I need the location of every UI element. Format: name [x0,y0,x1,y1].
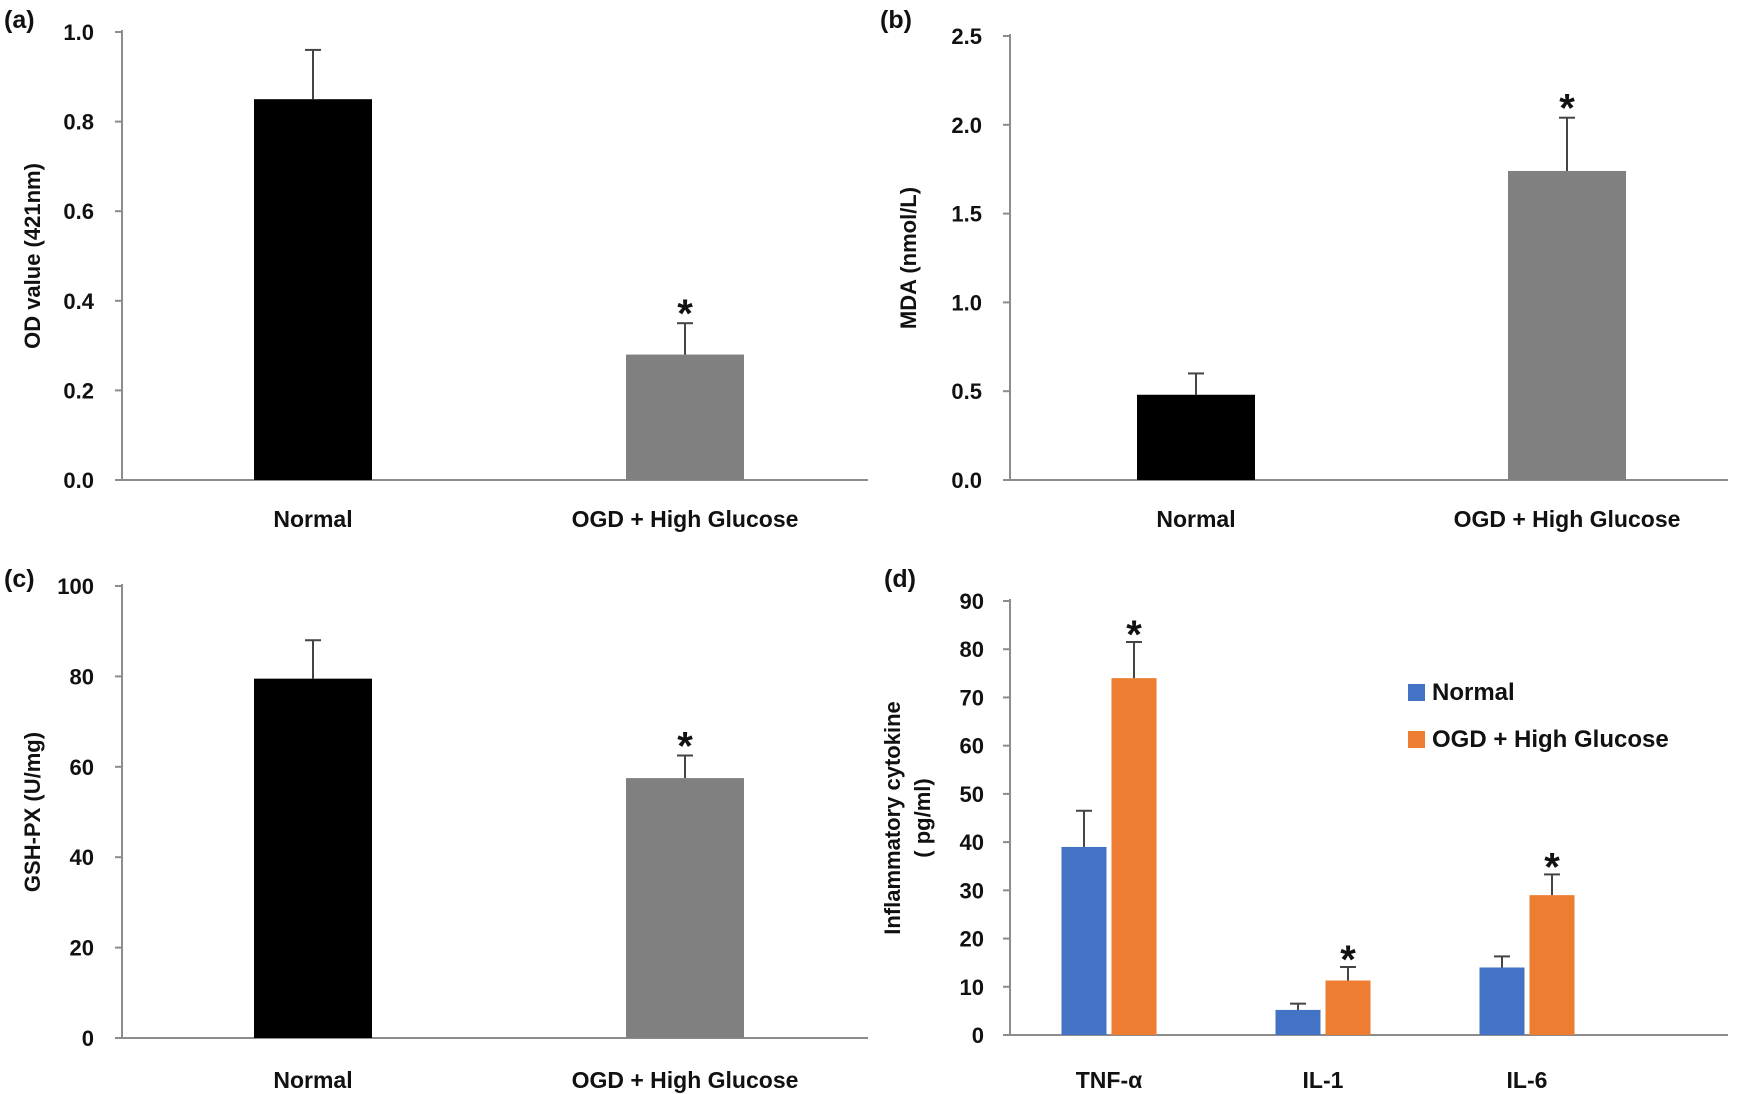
significance-marker: * [677,292,693,336]
bar [254,678,372,1038]
panel-a-chart: (a) 0.0 0.2 0.4 0.6 0.8 1.0 OD value (421nm) No… [4,6,868,532]
x-category-label: OGD + High Glucose [572,1067,799,1093]
y-tick-label: 0 [972,1023,984,1048]
y-axis-title: OD value (421nm) [20,163,45,349]
significance-marker: * [677,725,693,769]
bar [626,354,744,480]
y-tick-label: 50 [960,782,984,807]
y-axis-title-line: Inflammatory cytokine [880,701,905,935]
significance-marker: * [1340,938,1356,982]
y-axis-title: MDA (nmol/L) [896,187,921,329]
y-tick-label: 70 [960,685,984,710]
y-tick-label: 60 [70,755,94,780]
x-category-label: Normal [273,1067,352,1093]
x-category-label: IL-1 [1303,1067,1344,1093]
y-axis-title-line: ( pg/ml) [910,778,935,857]
y-tick-label: 10 [960,975,984,1000]
y-tick-label: 0.5 [951,379,982,404]
y-tick-label: 2.5 [951,24,982,49]
x-category-label: Normal [1156,506,1235,532]
y-tick-label: 0.6 [63,199,94,224]
panel-c-chart: (c) 0 20 40 60 80 100 GSH-PX (U/mg) Normal OGD +… [4,565,868,1093]
y-tick-label: 90 [960,589,984,614]
bar [1111,678,1157,1035]
y-tick-label: 80 [960,637,984,662]
bar [1061,846,1107,1035]
significance-marker: * [1559,87,1575,131]
panel-d-label: (d) [884,565,916,593]
y-tick-label: 0.2 [63,378,94,403]
x-category-label: OGD + High Glucose [572,506,799,532]
y-tick-label: 0.4 [63,289,94,314]
y-tick-label: 80 [70,664,94,689]
significance-marker: * [1544,845,1560,889]
bar [1479,967,1525,1035]
panel-c-label: (c) [4,565,35,593]
bar [1137,394,1255,480]
x-category-label: Normal [273,506,352,532]
y-tick-label: 30 [960,878,984,903]
y-tick-label: 20 [70,936,94,961]
x-category-label: TNF-α [1076,1067,1143,1093]
y-tick-label: 100 [57,574,94,599]
legend-label: OGD + High Glucose [1432,726,1669,753]
panel-b-label: (b) [880,6,912,34]
x-category-label: OGD + High Glucose [1454,506,1681,532]
panel-b-chart: (b) 0.0 0.5 1.0 1.5 2.0 2.5 MDA (nmol/L) Normal… [880,6,1728,532]
y-tick-label: 1.5 [951,202,982,227]
bar [1325,980,1371,1035]
panel-a-label: (a) [4,6,35,34]
x-category-label: IL-6 [1507,1067,1548,1093]
y-tick-label: 60 [960,734,984,759]
y-tick-label: 0.0 [951,468,982,493]
y-axis-title: Inflammatory cytokine( pg/ml) [880,701,935,935]
bar [1529,895,1575,1035]
significance-marker: * [1126,613,1142,657]
y-axis-title: GSH-PX (U/mg) [20,732,45,892]
y-tick-label: 20 [960,927,984,952]
y-tick-label: 0.0 [63,468,94,493]
bar [1508,170,1626,480]
bar [1275,1009,1321,1035]
y-tick-label: 40 [70,845,94,870]
bar [626,778,744,1038]
y-tick-label: 0.8 [63,110,94,135]
y-tick-label: 1.0 [951,290,982,315]
legend-swatch [1408,684,1425,701]
panel-d-chart: (d) 0 10 20 30 40 50 60 70 80 90 Inflammatory cyto… [880,565,1728,1093]
y-tick-label: 0 [82,1026,94,1051]
bar [254,99,372,480]
y-tick-label: 2.0 [951,113,982,138]
legend-swatch [1408,731,1425,748]
y-tick-label: 40 [960,830,984,855]
y-tick-label: 1.0 [63,20,94,45]
legend-label: Normal [1432,679,1515,706]
